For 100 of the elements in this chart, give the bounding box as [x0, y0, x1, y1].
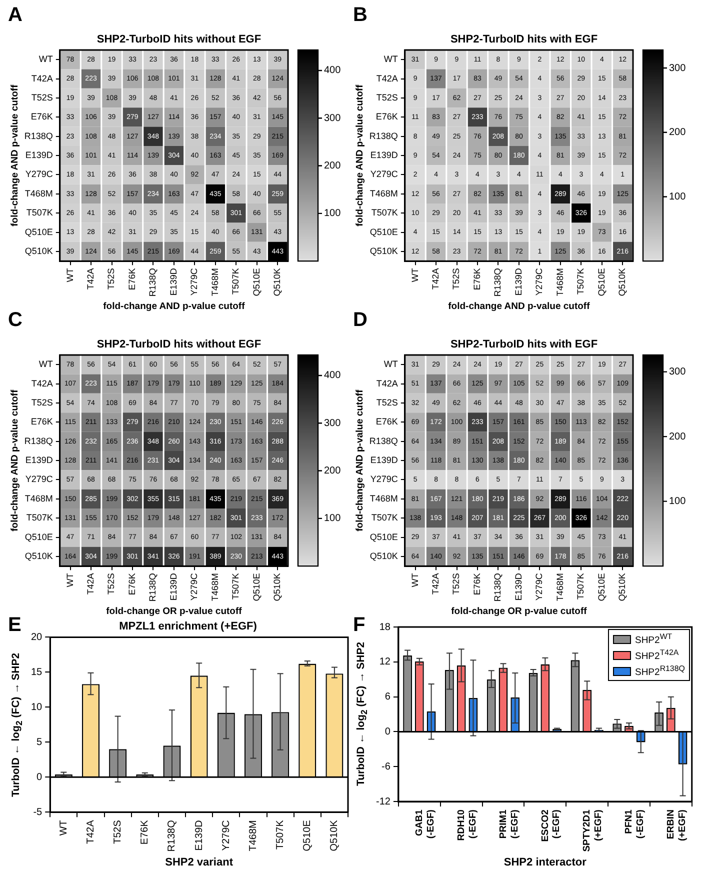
- x-tick-label: Y279C: [189, 572, 200, 601]
- y-tick-label: 5: [36, 736, 43, 748]
- chart-title: SHP2-TurboID hits without EGF: [96, 338, 262, 350]
- x-tick-label: T52S: [106, 268, 116, 290]
- y-tick-label: E139D: [370, 455, 398, 466]
- y-tick-label: T507K: [26, 208, 53, 218]
- color-bar-label: 400: [324, 370, 342, 382]
- x-axis-title: fold-change AND p-value cutoff: [103, 300, 246, 312]
- text: F: [353, 614, 366, 637]
- color-bar-label: 200: [669, 431, 686, 442]
- color-bar-label: 300: [669, 62, 686, 74]
- color-bar-label: 300: [669, 366, 686, 378]
- x-tick-label: E76K: [472, 268, 482, 290]
- x-tick-label: T42A: [86, 573, 96, 595]
- y-tick-label: -12: [376, 796, 391, 808]
- x-tick-label: T468M: [210, 268, 220, 296]
- x-tick-label: R138Q: [148, 268, 158, 297]
- y-tick-label: Q510E: [370, 226, 398, 237]
- x-tick-label: WT: [58, 820, 70, 836]
- x-axis-title: fold-change OR p-value cutoff: [106, 606, 243, 617]
- x-axis-title: SHP2 variant: [165, 856, 234, 868]
- y-tick-label: 20: [31, 632, 43, 643]
- y-tick-label: Q510K: [370, 246, 398, 256]
- x-tick-label: E76K: [126, 573, 137, 596]
- y-tick-label: Q510K: [24, 246, 53, 256]
- chart-title: SHP2-TurboID hits with EGF: [450, 33, 598, 46]
- x-tick-label: E139D: [513, 572, 524, 601]
- x-tick-label: SPTY2D1 (+EGF): [582, 808, 604, 852]
- color-bar-label: 100: [324, 513, 342, 524]
- y-tick-label: T52S: [376, 397, 398, 408]
- color-bar-label: 100: [669, 496, 686, 508]
- text: B: [353, 4, 368, 27]
- y-tick-label: 12: [379, 656, 391, 668]
- x-tick-label: Y279C: [534, 268, 544, 296]
- x-tick-label: RDH10 (-EGF): [456, 810, 478, 841]
- x-tick-label: ESCO2 (-EGF): [540, 810, 562, 842]
- x-axis-title: fold-change AND p-value cutoff: [448, 300, 591, 312]
- x-tick-label: Q510K: [329, 820, 340, 852]
- y-tick-label: T52S: [31, 397, 53, 408]
- y-tick-label: Q510K: [370, 550, 398, 561]
- y-tick-label: E139D: [370, 150, 398, 160]
- color-bar-label: 100: [324, 208, 342, 220]
- text: C: [8, 309, 22, 332]
- color-bar-label: 200: [324, 160, 342, 172]
- x-tick-label: E76K: [126, 268, 137, 290]
- x-tick-label: T507K: [576, 573, 586, 600]
- y-axis-title: fold-change AND p-value cutoff: [354, 84, 366, 226]
- y-tick-label: T507K: [371, 208, 398, 218]
- x-tick-label: E139D: [194, 820, 205, 851]
- x-tick-label: T52S: [112, 820, 124, 844]
- y-tick-label: Y279C: [370, 169, 398, 180]
- y-tick-label: Y279C: [370, 474, 398, 484]
- x-tick-label: Q510E: [302, 820, 314, 852]
- x-tick-label: Q510K: [272, 573, 282, 602]
- y-tick-label: T468M: [370, 188, 398, 198]
- x-tick-label: Q510E: [251, 268, 262, 296]
- x-tick-label: T52S: [451, 573, 462, 595]
- x-tick-label: Q510E: [596, 268, 606, 296]
- color-bar-label: 300: [324, 418, 342, 429]
- y-tick-label: R138Q: [369, 130, 398, 141]
- y-tick-label: E139D: [25, 455, 54, 466]
- y-tick-label: E76K: [30, 416, 53, 427]
- color-bar-label: 200: [669, 127, 686, 138]
- x-tick-label: T42A: [86, 268, 96, 290]
- x-tick-label: T52S: [451, 268, 462, 290]
- y-tick-label: 15: [31, 666, 43, 678]
- y-tick-label: T42A: [31, 73, 53, 84]
- y-tick-label: WT: [38, 54, 54, 64]
- x-tick-label: WT: [410, 572, 420, 588]
- y-tick-label: R138Q: [24, 130, 53, 141]
- x-tick-label: Q510E: [596, 573, 606, 602]
- x-tick-label: T507K: [576, 268, 586, 295]
- x-tick-label: E76K: [140, 820, 151, 845]
- x-axis-title: SHP2 interactor: [504, 856, 588, 868]
- x-tick-label: R138Q: [166, 820, 178, 852]
- color-bar-label: 400: [324, 65, 342, 76]
- y-tick-label: T468M: [24, 493, 53, 504]
- x-tick-label: R138Q: [148, 573, 158, 602]
- y-tick-label: T507K: [26, 512, 53, 523]
- y-tick-label: Q510K: [24, 550, 53, 561]
- x-tick-label: PFN1 (-EGF): [624, 808, 646, 839]
- x-tick-label: WT: [64, 268, 75, 282]
- x-tick-label: T42A: [430, 268, 441, 290]
- x-tick-label: PRIM1 (-EGF): [498, 808, 520, 839]
- y-tick-label: T52S: [376, 92, 398, 102]
- y-axis-title: fold-change AND p-value cutoff: [9, 84, 20, 226]
- y-tick-label: T507K: [371, 512, 398, 523]
- x-tick-label: T42A: [430, 573, 441, 595]
- y-tick-label: Q510E: [24, 532, 53, 542]
- x-tick-label: R138Q: [492, 268, 503, 297]
- legend-label: SHP2$^{T42A}$: [634, 647, 679, 664]
- y-tick-label: 10: [31, 702, 43, 713]
- y-tick-label: Y279C: [25, 474, 54, 484]
- y-tick-label: T468M: [370, 493, 398, 504]
- x-tick-label: WT: [410, 268, 420, 282]
- color-bar-label: 300: [324, 112, 342, 124]
- x-tick-label: Q510K: [617, 573, 628, 602]
- y-tick-label: T52S: [31, 92, 53, 102]
- y-axis-title: fold-change AND p-value cutoff: [9, 388, 20, 532]
- y-tick-label: WT: [38, 359, 54, 370]
